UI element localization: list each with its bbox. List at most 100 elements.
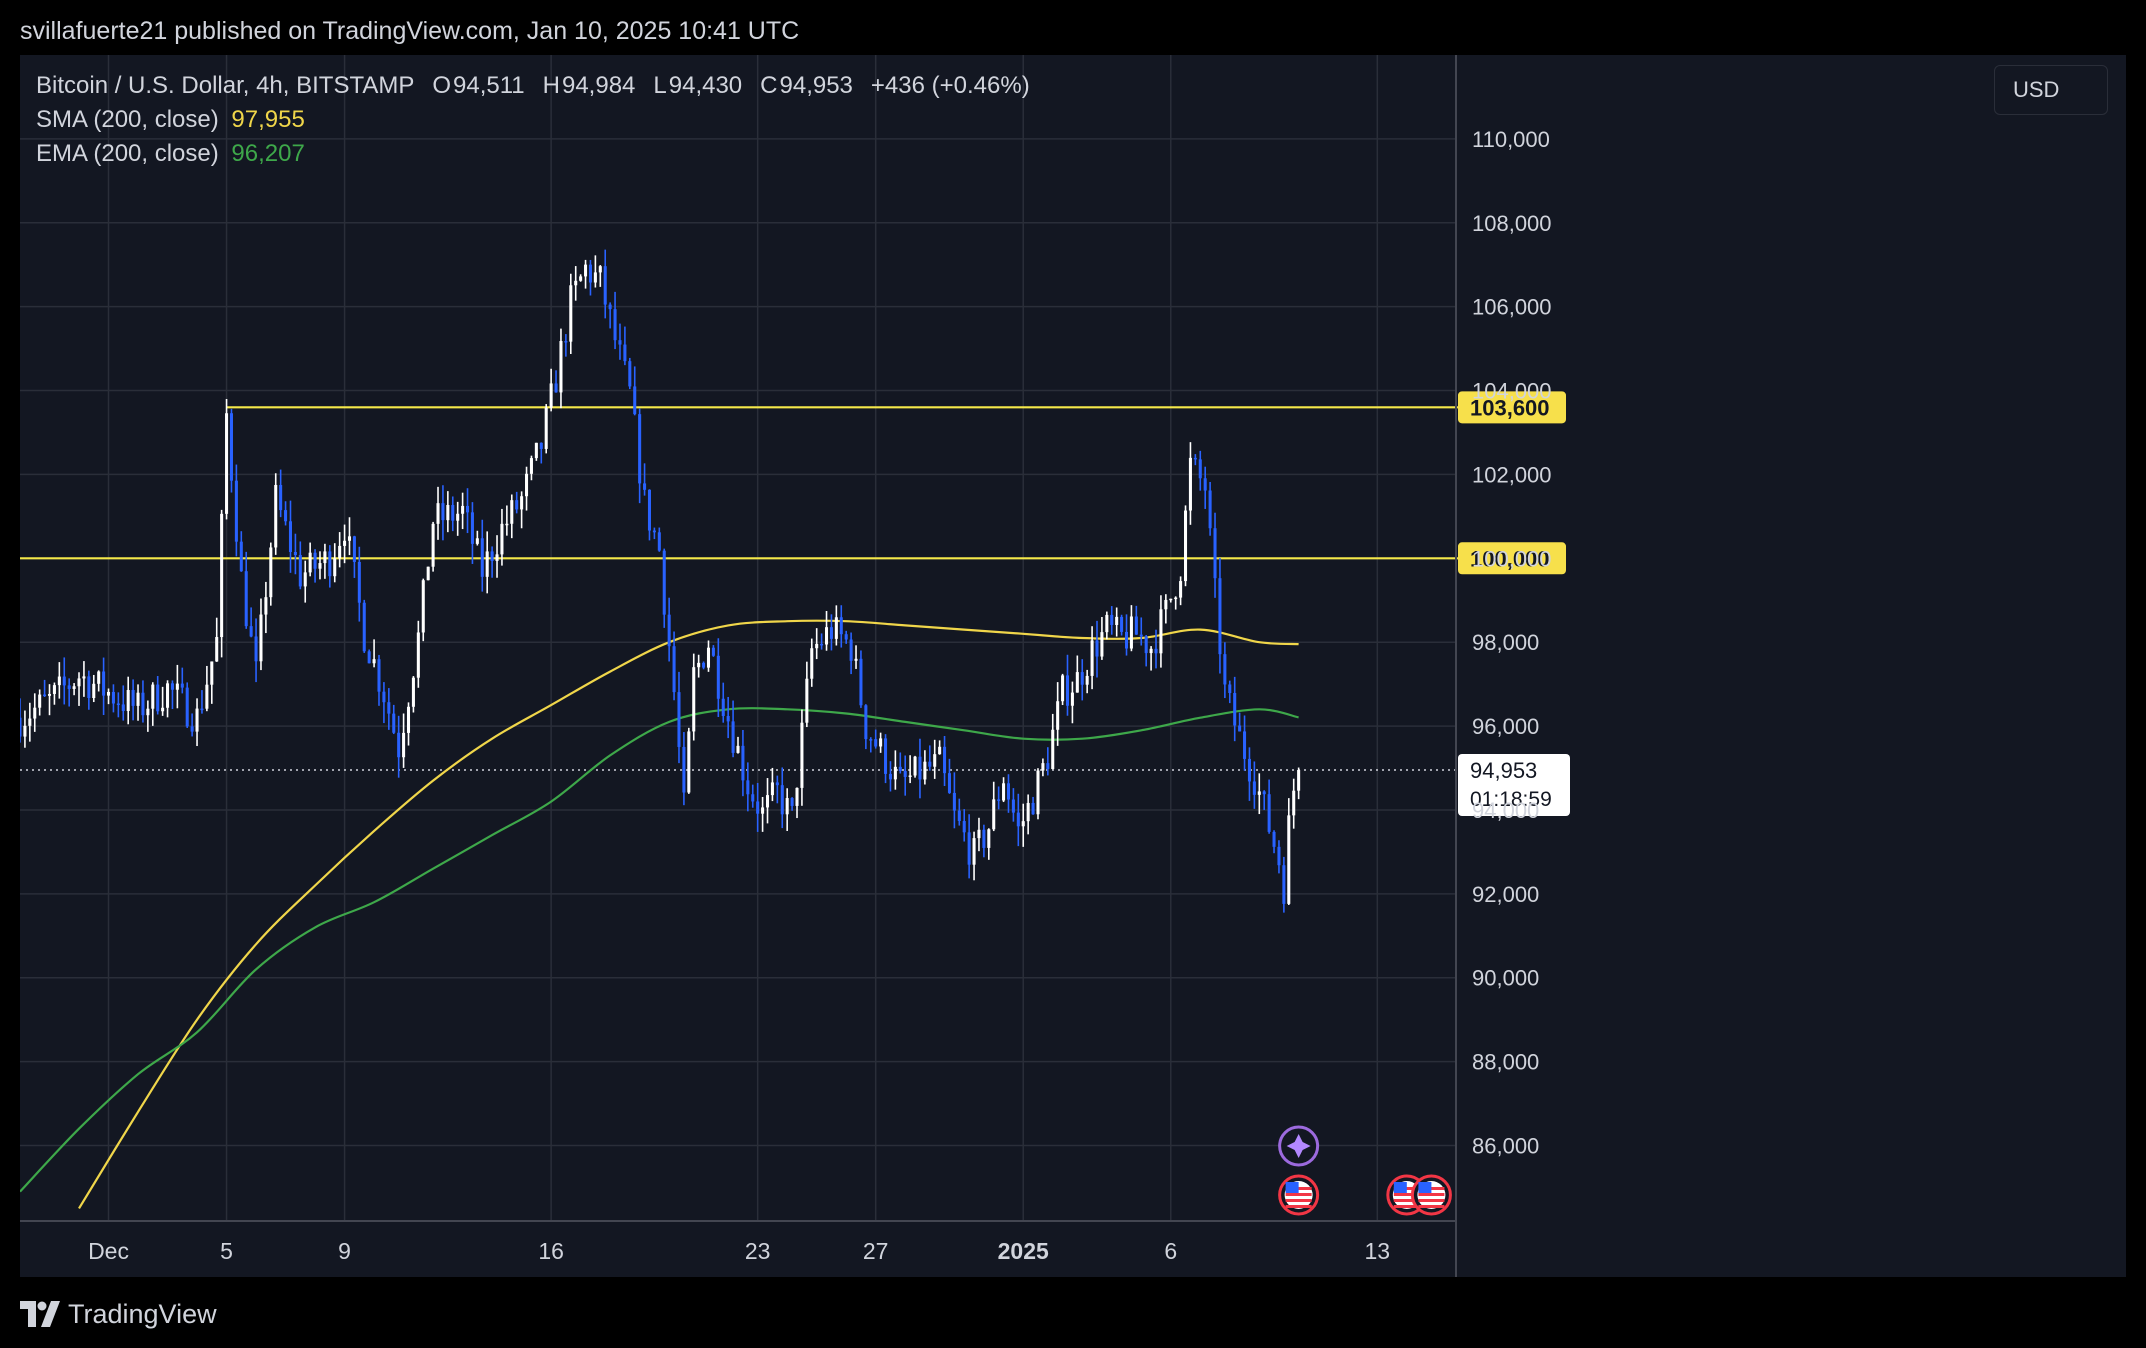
candle-body (1056, 701, 1060, 730)
candle (1056, 682, 1060, 746)
candle-body (225, 413, 229, 514)
candle-body (121, 704, 125, 711)
legend-sma-value: 97,955 (231, 106, 305, 133)
candle (1164, 594, 1168, 624)
candle-body (1282, 865, 1286, 904)
candle-body (229, 413, 233, 481)
candle (1223, 642, 1227, 699)
candle-body (421, 580, 425, 633)
candle-body (716, 655, 720, 699)
price-chart[interactable]: 103,600 100,000 94,953 01:18:59 86,000 88,00… (20, 55, 2126, 1277)
candle-body (82, 676, 86, 679)
candle (662, 548, 666, 628)
candle-body (824, 627, 829, 645)
candle (195, 698, 199, 747)
candle-body (972, 838, 976, 865)
candle (1016, 793, 1020, 847)
candle (687, 727, 691, 794)
candle-body (643, 483, 647, 490)
levels-layer: 103,600 100,000 94,953 01:18:59 (20, 391, 1570, 816)
candle-body (461, 505, 465, 514)
candle (947, 758, 951, 794)
candle-body (588, 264, 592, 283)
candle (106, 688, 111, 705)
candle-body (106, 691, 111, 696)
candle-body (357, 561, 361, 603)
candle (436, 486, 440, 540)
candle (239, 531, 243, 572)
candle (761, 796, 765, 832)
chart-frame[interactable]: 103,600 100,000 94,953 01:18:59 86,000 88,00… (20, 55, 2126, 1277)
candle (957, 798, 961, 826)
legend-ema-row[interactable]: EMA (200, close) 96,207 (36, 137, 1036, 171)
candle-body (1149, 648, 1153, 654)
candle (1203, 466, 1207, 509)
candle-body (647, 489, 652, 531)
candle (180, 667, 184, 694)
candle-body (765, 795, 770, 808)
candle (554, 370, 558, 393)
candle (539, 442, 543, 464)
candle (67, 678, 71, 707)
candle-body (623, 344, 627, 362)
candle-body (490, 551, 494, 561)
candle (1011, 788, 1015, 822)
candle-body (628, 361, 632, 387)
candle-body (741, 745, 745, 781)
candle-body (446, 505, 450, 521)
candle-body (1292, 790, 1296, 816)
candle (770, 767, 774, 802)
candle-body (1085, 675, 1089, 685)
axis-layer: 86,000 88,000 90,000 92,000 94,000 96,000 98,0… (20, 55, 1552, 1277)
price-tick-label: 108,000 (1472, 211, 1552, 236)
candle (569, 273, 573, 355)
candle (92, 674, 96, 703)
candle (864, 704, 868, 750)
legend-symbol-row: Bitcoin / U.S. Dollar, 4h, BITSTAMP O94,5… (36, 69, 1036, 103)
candle (746, 762, 750, 812)
candle-body (672, 646, 676, 693)
candle (1002, 777, 1006, 803)
candle (829, 614, 833, 651)
candle-body (367, 651, 371, 664)
candle (1021, 803, 1025, 847)
candle-body (1262, 791, 1266, 795)
candle-body (584, 264, 588, 277)
time-tick-label: 5 (220, 1238, 233, 1264)
candle-body (1198, 459, 1202, 479)
candle (377, 654, 381, 706)
legend-sma-row[interactable]: SMA (200, close) 97,955 (36, 103, 1036, 137)
candle-body (544, 407, 548, 449)
candle (913, 755, 917, 778)
candle-body (387, 702, 391, 714)
candle (938, 740, 942, 755)
flag-stripe (1418, 1205, 1445, 1208)
candle-body (938, 746, 942, 755)
candle-body (480, 538, 484, 577)
legend-high-key: H (542, 72, 560, 99)
candle (1115, 607, 1119, 637)
candle-body (323, 551, 327, 564)
candle-body (1051, 729, 1055, 769)
candle (579, 274, 583, 282)
price-tick-label: 92,000 (1472, 882, 1539, 907)
candle-body (318, 563, 322, 569)
candle (146, 700, 150, 732)
currency-button[interactable]: USD (1994, 65, 2108, 115)
candle-body (397, 732, 401, 758)
candle (1149, 646, 1153, 671)
candle (702, 661, 706, 670)
candle (874, 729, 878, 749)
candle (505, 505, 509, 536)
time-tick-label: Dec (88, 1238, 129, 1264)
candle (28, 702, 32, 742)
candle (711, 645, 715, 657)
candle (264, 581, 268, 634)
candle-body (820, 643, 824, 646)
candle (982, 824, 986, 858)
candle (1174, 596, 1178, 610)
footer-brand[interactable]: TradingView (20, 1296, 217, 1332)
candle-body (677, 692, 681, 747)
candle-body (382, 691, 386, 703)
candle-body (1021, 821, 1025, 827)
